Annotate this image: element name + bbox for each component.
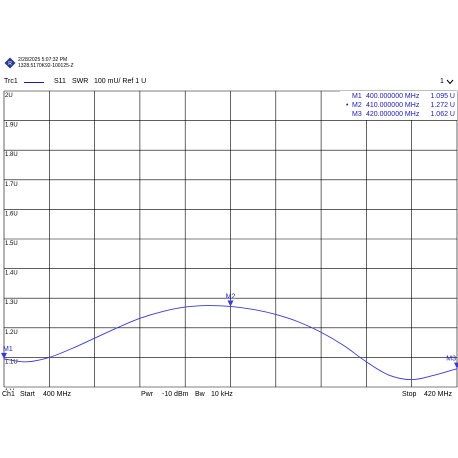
- marker-table-value: 1.095 U: [430, 93, 455, 100]
- markers: M1 M2 M3: [1, 293, 458, 369]
- y-tick-label: 1 U: [5, 389, 14, 390]
- start-value[interactable]: 400 MHz: [43, 391, 72, 398]
- trace-line-sample: [24, 82, 44, 83]
- marker-table-freq: 400.000000 MHz: [366, 93, 420, 100]
- power-label: Pwr: [141, 391, 154, 398]
- marker-table-bg: [340, 91, 457, 120]
- y-tick-label: 1.2U: [5, 330, 18, 336]
- trace-bar: Trc1 S11 SWR 100 mU/ Ref 1 U 1: [0, 76, 458, 88]
- stop-value[interactable]: 420 MHz: [424, 391, 453, 398]
- power-value[interactable]: -10 dBm: [162, 391, 189, 398]
- y-tick-label: 1.1U: [5, 359, 18, 365]
- trace-label[interactable]: Trc1: [4, 78, 18, 85]
- bw-value[interactable]: 10 kHz: [211, 391, 233, 398]
- marker-table: M1 400.000000 MHz 1.095 U • M2 410.000000 MHz…: [340, 91, 457, 120]
- marker-table-freq: 420.000000 MHz: [366, 111, 420, 118]
- marker-table-name: M3: [352, 111, 362, 118]
- y-tick-label: 1.5U: [5, 241, 18, 247]
- active-marker-dot: •: [346, 102, 349, 109]
- start-label: Start: [20, 391, 35, 398]
- stop-label: Stop: [402, 391, 417, 398]
- y-tick-label: 1.7U: [5, 182, 18, 188]
- trace-format[interactable]: SWR: [72, 78, 89, 85]
- channel-label[interactable]: Ch1: [2, 391, 15, 398]
- trace-scale[interactable]: 100 mU/ Ref 1 U: [94, 78, 147, 85]
- marker-label: M2: [226, 293, 236, 300]
- marker-table-name: M1: [352, 93, 362, 100]
- channel-indicator[interactable]: 1: [440, 78, 444, 85]
- y-tick-label: 1.8U: [5, 152, 18, 158]
- header: R 2/28/2025 5:07:32 PM 1328.5170K92-1001…: [0, 0, 458, 80]
- marker-label: M3: [446, 356, 456, 363]
- footer-bar: Ch1 Start 400 MHz Pwr -10 dBm Bw 10 kHz …: [0, 389, 458, 401]
- marker-triangle: [454, 362, 458, 369]
- marker-table-freq: 410.000000 MHz: [366, 102, 420, 109]
- y-tick-label: 1.4U: [5, 271, 18, 277]
- y-tick-label: 1.9U: [5, 123, 18, 129]
- marker-table-value: 1.272 U: [430, 102, 455, 109]
- y-tick-label: 2U: [5, 93, 13, 99]
- chevron-down-icon[interactable]: [446, 79, 454, 85]
- marker-triangle: [227, 300, 234, 307]
- smith-swr-chart[interactable]: 2U 1.9U 1.8U 1.7U 1.6U 1.5U 1.4U 1.3U 1.2U 1.1U 1 …: [0, 88, 458, 390]
- y-tick-label: 1.3U: [5, 300, 18, 306]
- marker-table-name: M2: [352, 102, 362, 109]
- instrument-id: 1328.5170K92-100125-Z: [18, 63, 74, 69]
- y-tick-label: 1.6U: [5, 211, 18, 217]
- bw-label: Bw: [195, 391, 205, 398]
- marker-label: M1: [3, 346, 13, 353]
- svg-text:R: R: [8, 61, 12, 67]
- rohde-schwarz-logo: R: [4, 57, 16, 69]
- y-axis-labels: 2U 1.9U 1.8U 1.7U 1.6U 1.5U 1.4U 1.3U 1.2U 1.1U 1 …: [5, 93, 18, 390]
- timestamp: 2/28/2025 5:07:32 PM: [18, 57, 68, 63]
- marker-triangle: [1, 352, 7, 359]
- chart-grid: [3, 90, 458, 388]
- marker-table-value: 1.062 U: [430, 111, 455, 118]
- trace-parameter[interactable]: S11: [54, 78, 66, 85]
